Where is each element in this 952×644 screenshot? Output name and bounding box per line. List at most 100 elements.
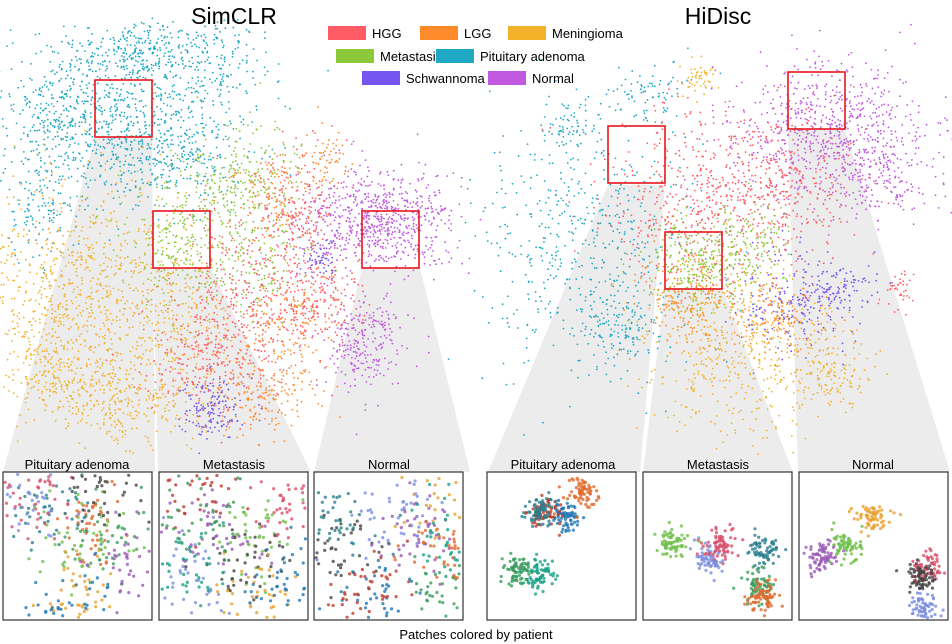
scatter-point xyxy=(79,160,82,162)
scatter-point xyxy=(45,388,48,391)
scatter-point xyxy=(98,68,101,71)
scatter-point xyxy=(39,343,42,346)
scatter-point xyxy=(123,115,125,118)
scatter-point xyxy=(138,371,141,374)
scatter-point xyxy=(91,244,94,246)
scatter-point xyxy=(60,137,63,140)
scatter-point xyxy=(22,316,25,319)
scatter-point xyxy=(334,331,337,334)
scatter-point xyxy=(193,215,196,218)
scatter-point xyxy=(189,277,192,280)
scatter-point xyxy=(283,353,286,355)
scatter-point xyxy=(195,151,198,153)
scatter-point xyxy=(143,67,146,69)
scatter-point xyxy=(166,283,168,286)
scatter-point xyxy=(44,307,47,310)
scatter-point xyxy=(190,236,193,239)
scatter-point xyxy=(295,246,298,248)
scatter-point xyxy=(8,188,11,191)
scatter-point xyxy=(124,433,127,436)
scatter-point xyxy=(197,175,199,178)
scatter-point xyxy=(233,191,236,194)
scatter-point xyxy=(51,84,54,87)
scatter-point xyxy=(292,343,295,346)
scatter-point xyxy=(258,262,261,264)
scatter-point xyxy=(19,414,21,417)
scatter-point xyxy=(187,153,190,156)
scatter-point xyxy=(82,309,84,312)
scatter-point xyxy=(142,328,145,331)
scatter-point xyxy=(143,218,146,221)
scatter-point xyxy=(122,412,125,414)
scatter-point xyxy=(108,49,110,51)
scatter-point xyxy=(13,313,16,316)
scatter-point xyxy=(25,378,28,381)
scatter-point xyxy=(177,304,180,307)
scatter-point xyxy=(245,169,248,172)
scatter-point xyxy=(289,349,292,352)
scatter-point xyxy=(277,80,280,82)
scatter-point xyxy=(57,285,60,288)
scatter-point xyxy=(199,317,202,320)
scatter-point xyxy=(9,95,11,98)
scatter-point xyxy=(170,347,173,350)
scatter-point xyxy=(143,115,146,118)
scatter-point xyxy=(94,371,96,374)
scatter-point xyxy=(198,282,201,285)
scatter-point xyxy=(101,111,104,113)
scatter-point xyxy=(137,386,140,389)
scatter-point xyxy=(0,247,2,250)
scatter-point xyxy=(238,235,241,238)
scatter-point xyxy=(23,228,25,231)
scatter-point xyxy=(119,337,121,340)
scatter-point xyxy=(171,164,174,167)
scatter-point xyxy=(100,41,103,44)
scatter-point xyxy=(35,220,38,223)
scatter-point xyxy=(310,268,312,271)
scatter-point xyxy=(37,93,40,96)
scatter-point xyxy=(39,321,41,324)
scatter-point xyxy=(58,66,61,68)
scatter-point xyxy=(45,239,47,242)
scatter-point xyxy=(80,58,82,61)
scatter-point xyxy=(230,288,232,290)
scatter-point xyxy=(262,339,264,342)
scatter-point xyxy=(125,64,128,67)
scatter-point xyxy=(59,320,62,323)
scatter-point xyxy=(230,164,233,167)
scatter-point xyxy=(246,288,249,291)
scatter-point xyxy=(246,70,248,73)
scatter-point xyxy=(159,363,162,366)
scatter-point xyxy=(16,425,18,428)
scatter-point xyxy=(292,145,295,148)
scatter-point xyxy=(85,404,88,407)
scatter-point xyxy=(105,295,108,298)
scatter-point xyxy=(171,309,173,312)
scatter-point xyxy=(304,182,307,185)
scatter-point xyxy=(263,180,265,183)
scatter-point xyxy=(134,185,137,187)
scatter-point xyxy=(209,368,212,371)
scatter-point xyxy=(220,220,223,223)
scatter-point xyxy=(49,383,52,385)
scatter-point xyxy=(296,166,299,169)
scatter-point xyxy=(267,178,270,181)
scatter-point xyxy=(288,167,291,170)
scatter-point xyxy=(296,318,299,321)
scatter-point xyxy=(204,60,207,63)
scatter-point xyxy=(240,303,243,306)
scatter-point xyxy=(240,367,243,369)
scatter-point xyxy=(84,111,87,114)
scatter-point xyxy=(235,155,238,158)
scatter-point xyxy=(164,187,167,190)
scatter-point xyxy=(338,345,341,348)
scatter-point xyxy=(229,225,232,228)
scatter-point xyxy=(239,254,242,257)
scatter-point xyxy=(242,194,244,197)
scatter-point xyxy=(79,289,82,292)
scatter-point xyxy=(314,221,317,224)
scatter-point xyxy=(164,352,167,354)
scatter-point xyxy=(9,352,11,355)
scatter-point xyxy=(194,376,197,378)
scatter-point xyxy=(292,319,295,321)
